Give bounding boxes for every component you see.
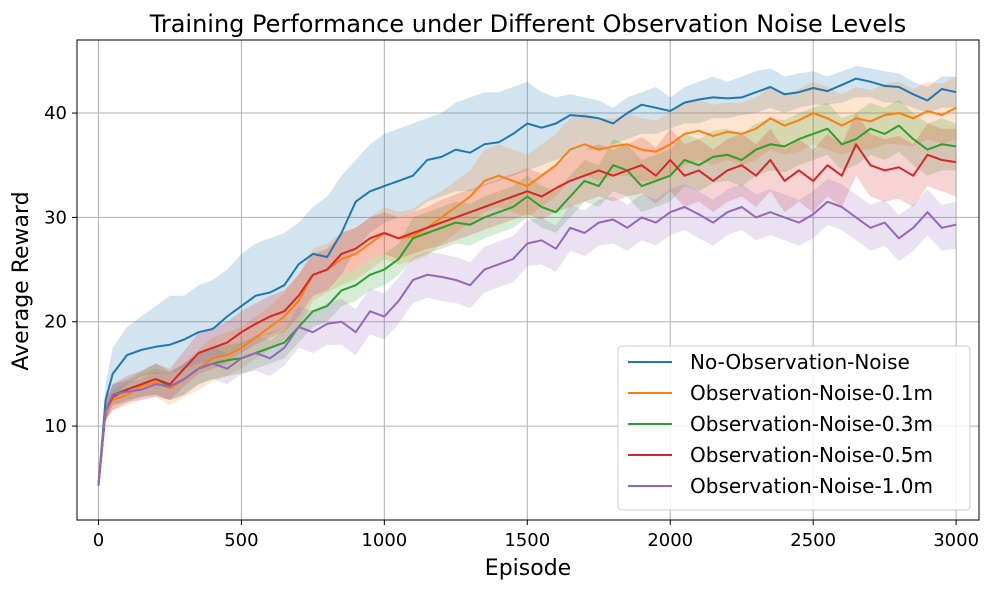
series-line-5 (97, 200, 957, 486)
series-line-3 (97, 124, 957, 486)
grid-lines (77, 40, 979, 520)
band-2 (98, 76, 957, 486)
confidence-bands (98, 66, 957, 486)
legend: No-Observation-Noise Observation-Noise-0.… (617, 345, 971, 511)
band-1 (98, 66, 957, 486)
x-tick-label: 500 (224, 530, 258, 551)
x-axis-ticks: 0 500 1000 1500 2000 2500 3000 (93, 520, 979, 551)
y-tick-label: 30 (44, 207, 67, 228)
legend-label-2: Observation-Noise-0.1m (690, 381, 933, 405)
series-line-1 (97, 77, 957, 486)
legend-label-3: Observation-Noise-0.3m (690, 412, 933, 436)
x-tick-label: 0 (93, 530, 104, 551)
y-tick-label: 10 (44, 416, 67, 437)
y-tick-label: 40 (44, 103, 67, 124)
band-5 (98, 178, 957, 486)
y-tick-label: 20 (44, 312, 67, 333)
series-lines (97, 77, 957, 486)
band-3 (98, 99, 957, 486)
y-axis-label: Average Reward (9, 191, 34, 370)
chart-title: Training Performance under Different Obs… (149, 10, 907, 38)
band-4 (98, 113, 957, 486)
x-tick-label: 3000 (933, 530, 979, 551)
x-axis-label: Episode (485, 556, 571, 581)
x-tick-label: 1500 (504, 530, 550, 551)
legend-box (617, 345, 971, 511)
x-tick-label: 2000 (647, 530, 693, 551)
x-tick-label: 2500 (790, 530, 836, 551)
legend-label-4: Observation-Noise-0.5m (690, 443, 933, 467)
series-line-2 (97, 106, 957, 486)
x-tick-label: 1000 (361, 530, 407, 551)
legend-label-5: Observation-Noise-1.0m (690, 474, 933, 498)
series-line-4 (97, 143, 957, 486)
plot-frame (76, 39, 980, 521)
y-axis-ticks: 10 20 30 40 (44, 103, 77, 437)
legend-label-1: No-Observation-Noise (690, 350, 910, 374)
